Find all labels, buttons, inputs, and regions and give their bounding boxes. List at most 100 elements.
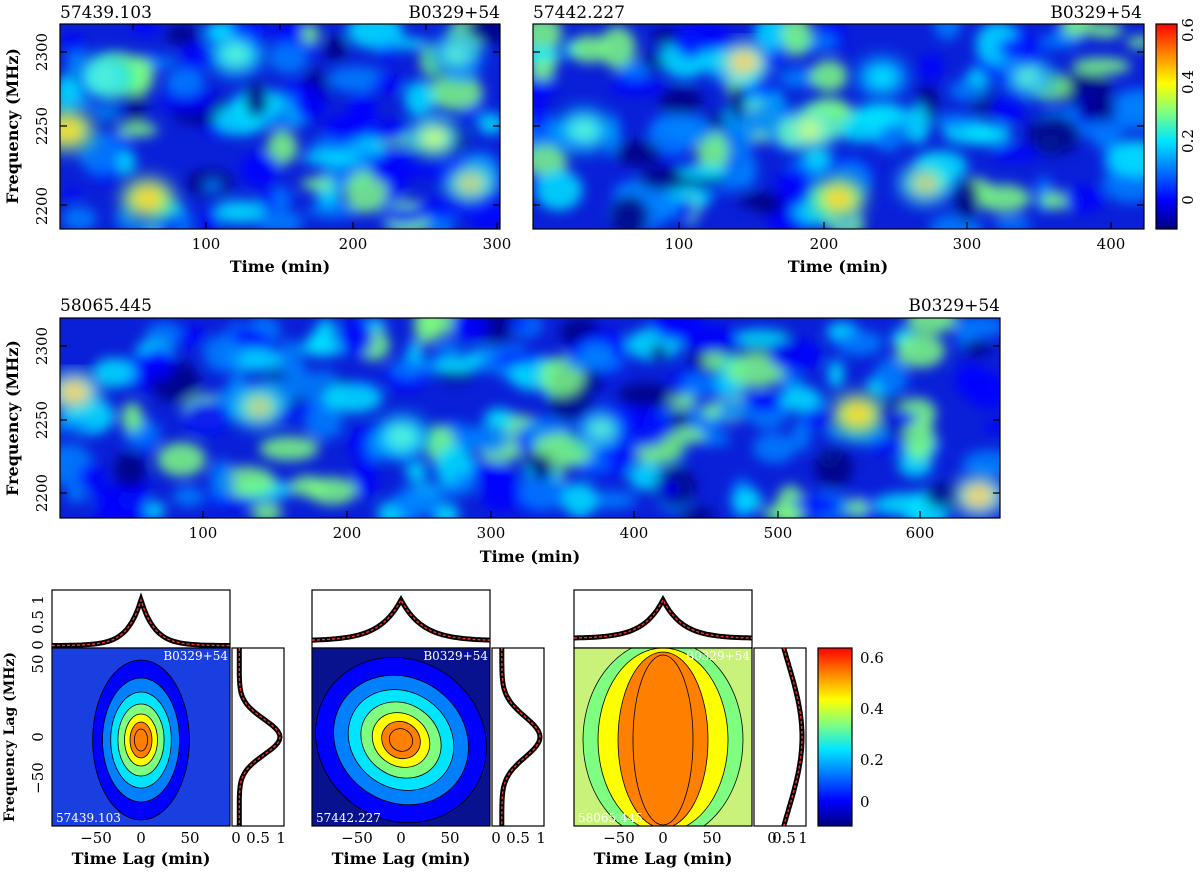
dyn-spectrum-2-mjd: 57442.227: [533, 3, 625, 23]
acf-1-xlabel: Time Lag (min): [72, 849, 211, 868]
dyn-spectrum-3-xlabel: Time (min): [480, 547, 580, 566]
dyn-spectrum-3-image: [60, 318, 1000, 518]
x-tick-label: 50: [180, 829, 199, 847]
scint-blob: [226, 47, 246, 62]
scint-blob: [250, 399, 269, 414]
x-tick-label: 50: [702, 829, 721, 847]
x-tick-label: 50: [440, 829, 459, 847]
scint-blob: [392, 429, 411, 444]
x-tick-label: 300: [953, 235, 982, 253]
acf-2-frame: [311, 647, 491, 827]
colorbar-1-frame: [1155, 23, 1178, 230]
colorbar-1-tick: 0: [1179, 195, 1197, 205]
dyn-spectrum-1-ylabel: Frequency (MHz): [3, 48, 22, 204]
acf-1-side-profile-frame: [231, 647, 285, 827]
dyn-spectrum-1-mjd: 57439.103: [60, 3, 152, 23]
x-tick-label: 400: [620, 524, 649, 542]
x-tick-label: 100: [192, 235, 221, 253]
x-tick-label: 0: [658, 829, 668, 847]
x-tick-label: 0: [396, 829, 406, 847]
y-tick-label: 2200: [33, 187, 51, 225]
scint-blob: [446, 47, 466, 62]
dyn-spectrum-2-source: B0329+54: [1050, 3, 1142, 23]
dyn-spectrum-1-xlabel: Time (min): [230, 257, 330, 276]
x-tick-label: 300: [483, 235, 512, 253]
acf-contour: [388, 728, 414, 752]
scint-blob: [800, 123, 819, 138]
y-tick-label: 0: [29, 732, 47, 742]
y-tick-label: 2250: [33, 401, 51, 439]
acf-3-freq-profile-fit: [783, 647, 803, 827]
side-profile-tick: 0: [767, 829, 777, 847]
acf-2-time-profile: [311, 594, 491, 643]
side-profile-tick: 0: [231, 829, 241, 847]
x-tick-label: 200: [333, 524, 362, 542]
scint-blob: [592, 422, 611, 437]
scint-blob: [848, 407, 867, 422]
scint-blob: [574, 123, 593, 138]
acf-panel-2: B0329+54 57442.227 −50 0 50 0 0.5 1 Time…: [311, 589, 546, 868]
acf-2-xlabel: Time Lag (min): [332, 849, 471, 868]
y-tick-label: 2200: [33, 474, 51, 512]
acf-2-time-profile-fit: [311, 598, 491, 641]
dyn-spectrum-1-image: [60, 24, 500, 229]
colorbar-2-tick: 0.6: [860, 649, 884, 667]
x-tick-label: −50: [603, 829, 635, 847]
dyn-spectrum-2-ticks: 100 200 300 400: [533, 51, 1144, 253]
acf-3-freq-profile: [781, 647, 805, 827]
acf-3-source: B0329+54: [685, 649, 750, 663]
acf-contour: [632, 654, 694, 826]
y-tick-label: 2300: [33, 33, 51, 71]
dyn-spectrum-3-ticks: 100 200 300 400 500 600 2200 2250 2300: [33, 327, 1000, 542]
scint-blob: [65, 385, 84, 400]
scint-blob: [873, 70, 892, 85]
acf-2-mjd: 57442.227: [316, 811, 381, 825]
scint-blob: [916, 176, 935, 191]
acf-2-freq-profile-fit: [501, 648, 541, 826]
acf-2-image: [312, 648, 490, 826]
dyn-spectrum-3-ylabel: Frequency (MHz): [3, 340, 22, 496]
colorbar-1: 0 0.2 0.4 0.6: [1155, 18, 1197, 230]
side-profile-tick: 0.5: [246, 829, 270, 847]
dyn-spectrum-panel-3: 58065.445 B0329+54 100 200 300 400 500 6…: [3, 296, 1001, 566]
colorbar-1-gradient: [1156, 24, 1177, 229]
top-profile-tick: 0.5: [29, 610, 47, 634]
dyn-spectrum-3-frame: [59, 317, 1001, 519]
colorbar-1-tick: 0.4: [1179, 70, 1197, 94]
acf-3-frame: [573, 647, 753, 827]
y-tick-label: 50: [29, 654, 47, 673]
acf-panel-1: B0329+54 57439.103 −50 0 50 −50 0 50 0 0…: [2, 589, 286, 868]
acf-1-ylabel: Frequency Lag (MHz): [2, 652, 18, 822]
colorbar-1-tick: 0.6: [1179, 18, 1197, 42]
acf-2-source: B0329+54: [423, 649, 488, 663]
scint-blob: [424, 130, 444, 145]
dyn-spectrum-1-source: B0329+54: [408, 3, 500, 23]
dyn-spectrum-2-image: [533, 24, 1144, 229]
colorbar-2-tick: 0.4: [860, 700, 884, 718]
scint-blob: [60, 123, 77, 138]
colorbar-1-tick: 0.2: [1179, 129, 1197, 153]
side-profile-tick: 1: [276, 829, 286, 847]
acf-contour: [134, 728, 149, 752]
side-profile-tick: 0.5: [506, 829, 530, 847]
y-tick-label: −50: [29, 762, 47, 794]
colorbar-2-frame: [817, 647, 853, 827]
top-profile-tick: 0: [29, 640, 47, 650]
dyn-spectrum-1-ticks: 100 200 300 2200 2250 2300: [33, 24, 511, 253]
x-tick-label: 500: [764, 524, 793, 542]
acf-3-mjd: 58065.445: [578, 811, 643, 825]
acf-2-freq-profile: [499, 648, 543, 826]
scint-blob: [969, 488, 988, 503]
colorbar-2-tick: 0: [860, 793, 870, 811]
x-tick-label: −50: [80, 829, 112, 847]
x-tick-label: 400: [1097, 235, 1126, 253]
acf-1-source: B0329+54: [163, 649, 228, 663]
dyn-spectrum-3-mjd: 58065.445: [60, 296, 152, 316]
x-tick-label: 0: [136, 829, 146, 847]
dyn-spectrum-2-xlabel: Time (min): [788, 257, 888, 276]
side-profile-tick: 1: [798, 829, 808, 847]
acf-3-side-profile-frame: [753, 647, 807, 827]
x-tick-label: 100: [189, 524, 218, 542]
scint-blob: [734, 55, 753, 69]
side-profile-tick: 1: [536, 829, 546, 847]
